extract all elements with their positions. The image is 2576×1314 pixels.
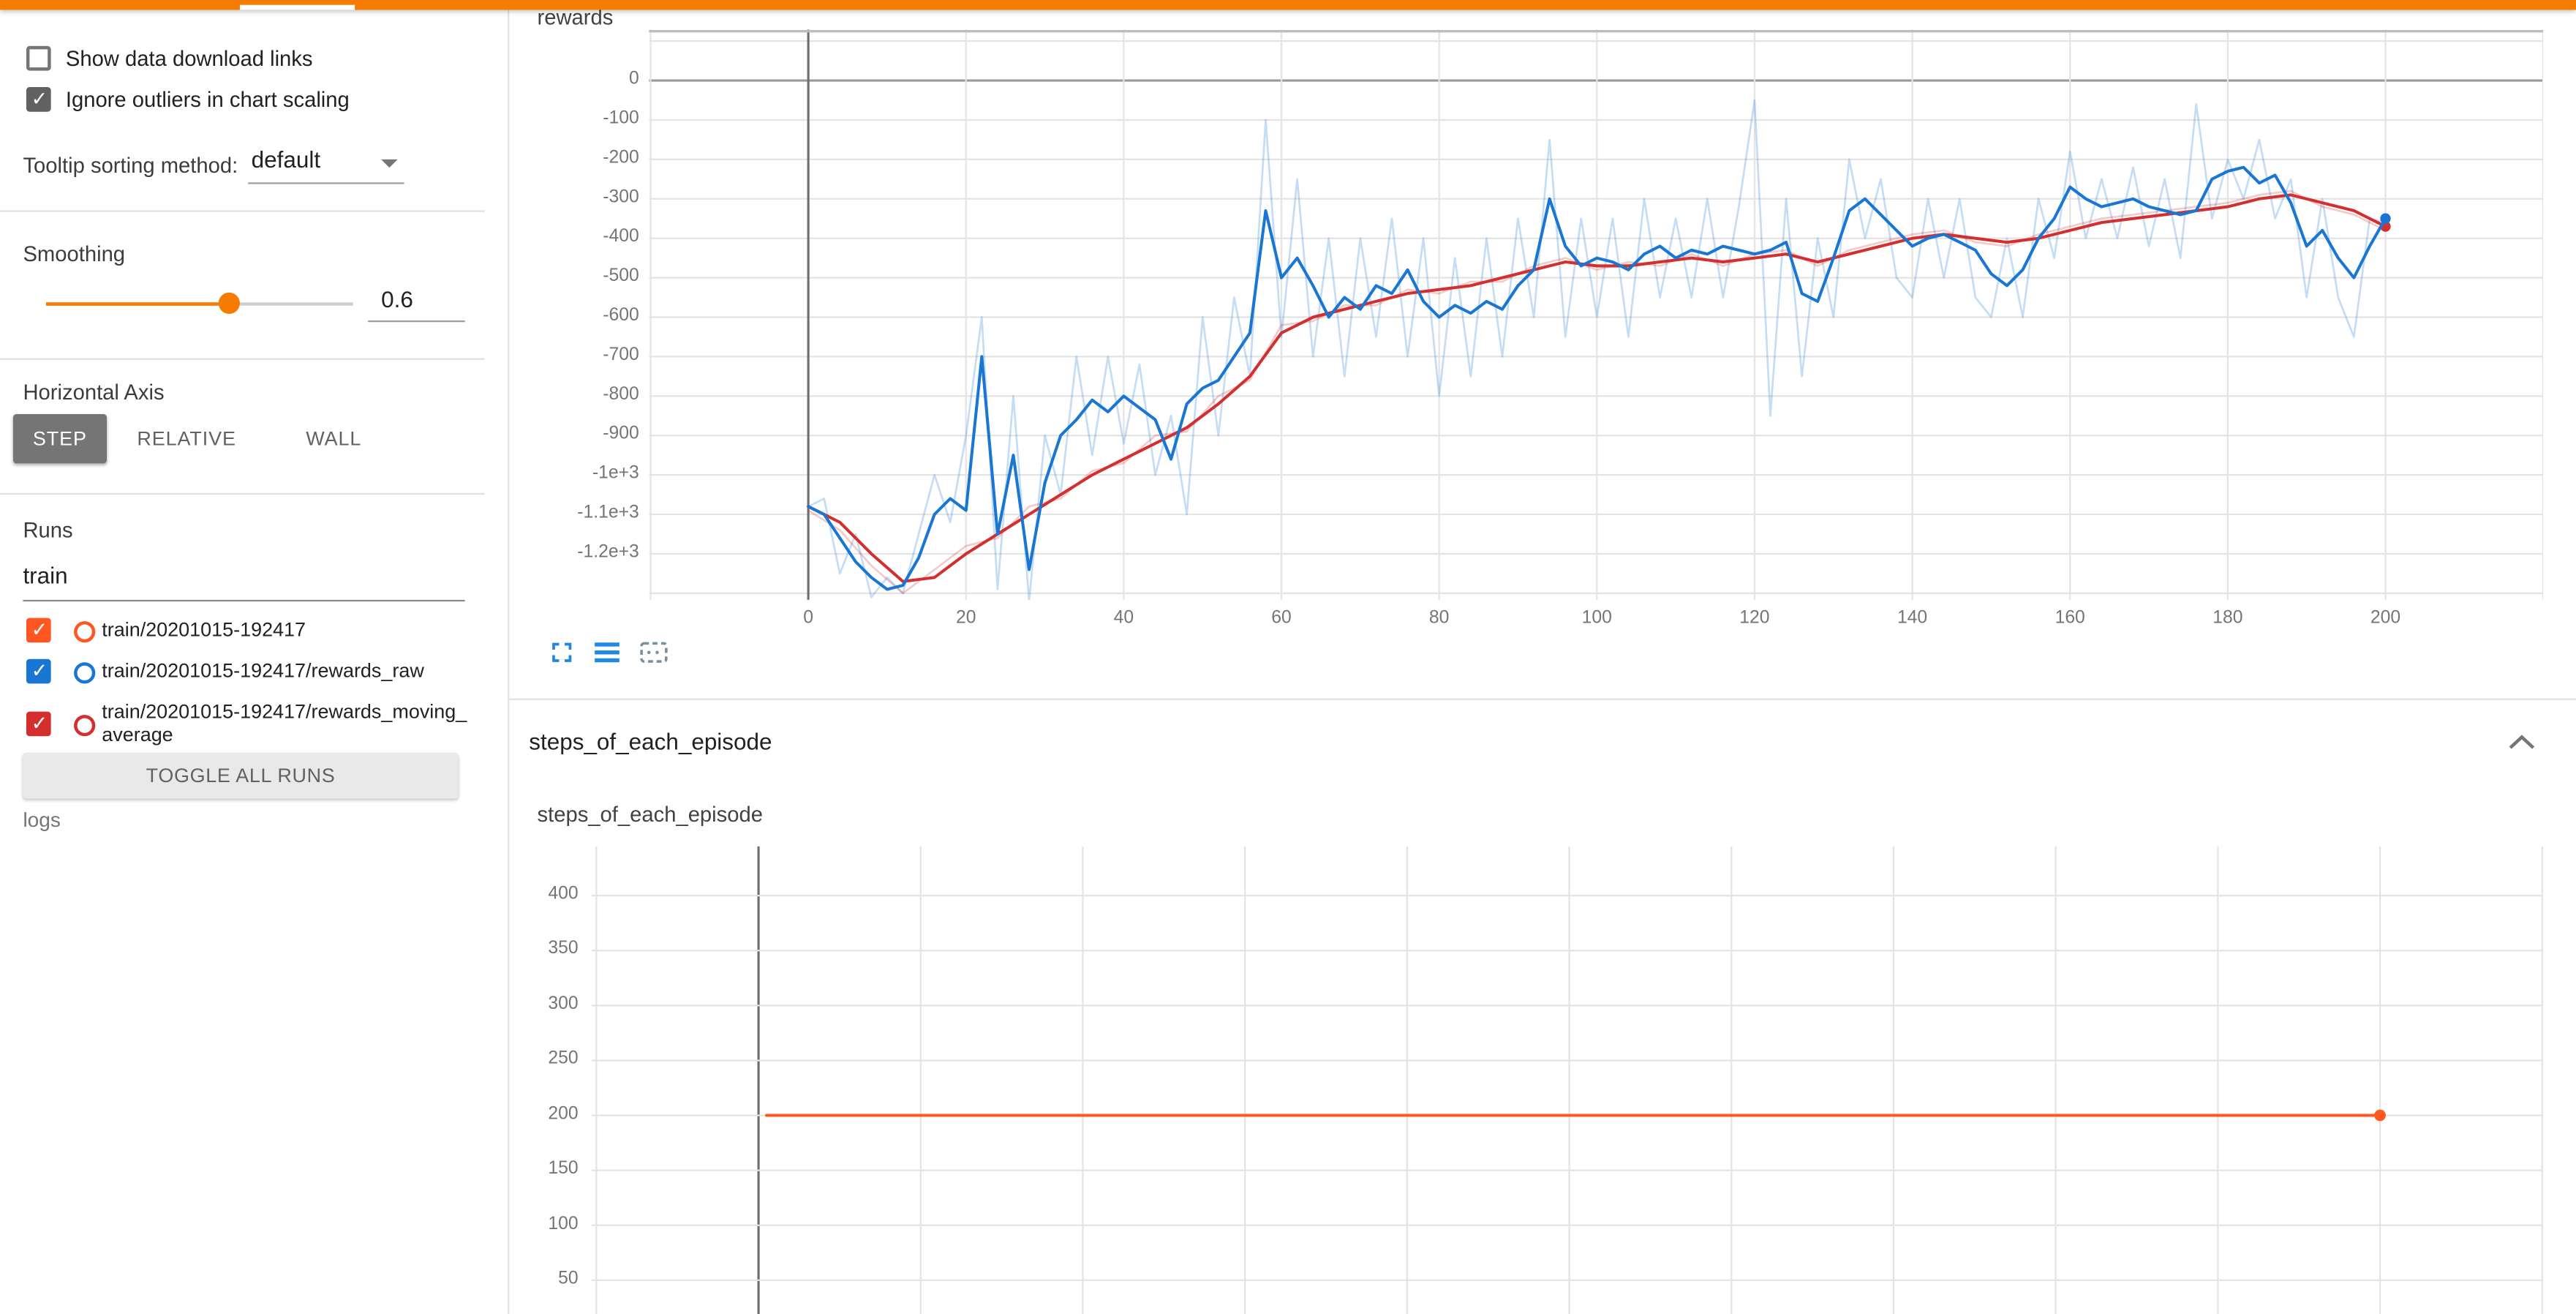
chevron-up-icon[interactable] — [2507, 732, 2537, 751]
sidebar: Show data download links Ignore outliers… — [0, 10, 510, 1314]
axis-button-step[interactable]: STEP — [12, 414, 107, 464]
checkbox-icon[interactable] — [26, 45, 51, 71]
run-label: train/20201015-192417/rewards_moving_ave… — [102, 699, 467, 746]
run-color-swatch — [74, 715, 96, 737]
runs-filter-input[interactable]: train — [23, 555, 465, 602]
y-axis-tick: 300 — [548, 994, 579, 1014]
run-item[interactable]: train/20201015-192417 — [0, 617, 509, 651]
y-axis-tick: 350 — [548, 939, 579, 959]
marquee-select-icon[interactable] — [639, 641, 672, 674]
x-axis-tick: 200 — [2370, 608, 2401, 628]
y-axis-tick: -100 — [603, 108, 639, 129]
y-axis-tick: -400 — [603, 226, 639, 247]
checkbox-icon[interactable] — [26, 87, 51, 112]
run-checkbox[interactable] — [26, 711, 51, 737]
steps-chart[interactable] — [591, 846, 2544, 1314]
x-axis-tick: 0 — [803, 608, 814, 628]
run-color-swatch — [74, 662, 96, 684]
y-axis-tick: 0 — [629, 69, 639, 89]
x-axis-tick: 80 — [1428, 608, 1450, 628]
steps-chart-title: steps_of_each_episode — [537, 802, 764, 827]
run-item[interactable]: train/20201015-192417/rewards_moving_ave… — [0, 700, 509, 756]
x-axis-tick: 180 — [2212, 608, 2243, 628]
y-axis-tick: -200 — [603, 148, 639, 168]
y-axis-tick: -800 — [603, 384, 639, 405]
runs-group-logs-label: logs — [23, 808, 61, 832]
data-lines-icon[interactable] — [593, 641, 626, 674]
run-color-swatch — [74, 621, 96, 643]
smoothing-value: 0.6 — [381, 285, 413, 312]
smoothing-slider[interactable] — [45, 302, 353, 306]
tooltip-sorting-label: Tooltip sorting method: — [23, 152, 238, 178]
run-item[interactable]: train/20201015-192417/rewards_raw — [0, 658, 509, 692]
y-axis-tick: -600 — [603, 305, 639, 326]
axis-button-relative[interactable]: RELATIVE — [137, 427, 236, 451]
y-axis-tick: -1.2e+3 — [577, 542, 639, 563]
option-ignore-outliers[interactable]: Ignore outliers in chart scaling — [0, 87, 509, 120]
x-axis-tick: 60 — [1271, 608, 1292, 628]
caret-down-icon — [381, 159, 398, 168]
section-header-steps[interactable]: steps_of_each_episode — [529, 728, 772, 755]
rewards-chart[interactable] — [649, 29, 2544, 600]
x-axis-tick: 120 — [1739, 608, 1770, 628]
y-axis-tick: 50 — [558, 1269, 579, 1289]
toggle-all-runs-button[interactable]: TOGGLE ALL RUNS — [23, 752, 459, 799]
option-label: Ignore outliers in chart scaling — [65, 87, 350, 112]
x-axis-tick: 20 — [956, 608, 976, 628]
x-axis-tick: 160 — [2055, 608, 2085, 628]
y-axis-tick: -300 — [603, 187, 639, 208]
y-axis-tick: 200 — [548, 1103, 579, 1124]
y-axis-tick: -900 — [603, 424, 639, 444]
tooltip-sorting-dropdown[interactable]: default — [248, 141, 404, 184]
y-axis-tick: 150 — [548, 1158, 579, 1179]
y-axis-tick: -700 — [603, 345, 639, 365]
x-axis-tick: 100 — [1581, 608, 1612, 628]
section-divider — [509, 698, 2576, 700]
run-label: train/20201015-192417 — [102, 617, 306, 642]
active-tab-underline — [239, 4, 355, 10]
y-axis-tick: -500 — [603, 266, 639, 286]
y-axis-tick: 250 — [548, 1048, 579, 1069]
smoothing-label: Smoothing — [23, 241, 126, 266]
top-orange-bar — [0, 0, 2576, 10]
run-checkbox[interactable] — [26, 658, 51, 684]
y-axis-tick: 400 — [548, 884, 579, 904]
runs-label: Runs — [23, 517, 73, 543]
runs-filter-value: train — [23, 562, 68, 589]
option-label: Show data download links — [65, 45, 313, 71]
option-show-download-links[interactable]: Show data download links — [0, 45, 509, 79]
divider — [0, 358, 485, 360]
x-axis-tick: 140 — [1897, 608, 1928, 628]
slider-thumb[interactable] — [218, 292, 240, 315]
run-label: train/20201015-192417/rewards_raw — [102, 658, 424, 683]
y-axis-tick: 100 — [548, 1213, 579, 1234]
dashboard-main: rewards steps_of_each_episode — [509, 5, 2576, 1314]
y-axis-tick: -1e+3 — [592, 463, 639, 484]
horizontal-axis-buttons: STEP RELATIVE WALL — [12, 414, 381, 464]
x-axis-tick: 40 — [1113, 608, 1134, 628]
y-axis-tick: -1.1e+3 — [577, 503, 639, 523]
smoothing-value-field[interactable]: 0.6 — [368, 279, 465, 323]
run-checkbox[interactable] — [26, 617, 51, 643]
expand-icon[interactable] — [546, 636, 579, 669]
dropdown-value: default — [251, 146, 321, 173]
axis-button-wall[interactable]: WALL — [306, 427, 362, 451]
slider-fill — [45, 302, 230, 306]
horizontal-axis-label: Horizontal Axis — [23, 379, 165, 405]
divider — [0, 492, 485, 495]
divider — [0, 210, 485, 212]
